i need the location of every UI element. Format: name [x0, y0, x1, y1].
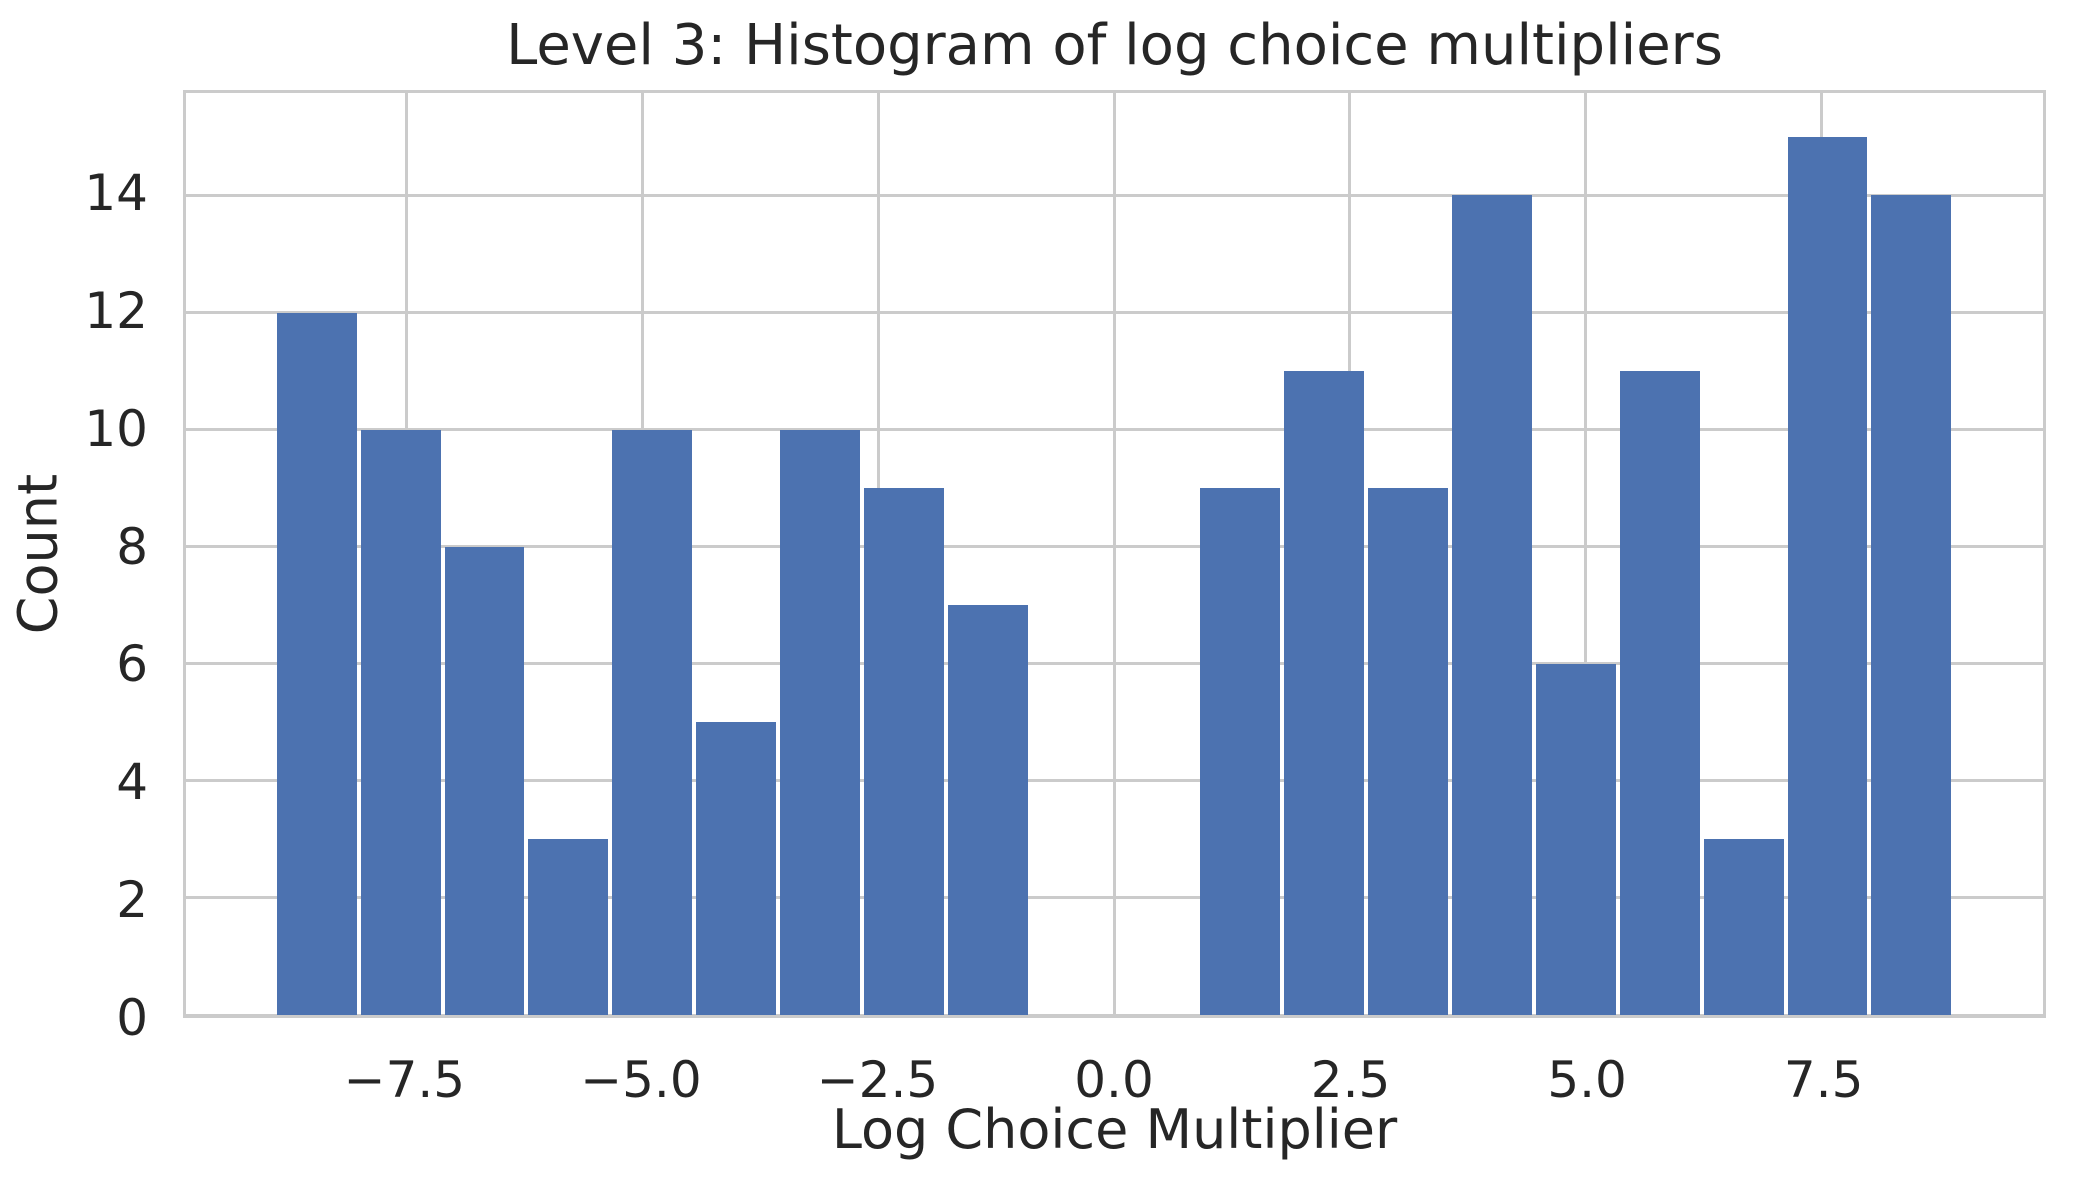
y-tick-label: 14	[84, 164, 148, 223]
x-axis-label: Log Choice Multiplier	[831, 1098, 1398, 1161]
histogram-bar	[528, 839, 609, 1015]
histogram-bar	[696, 722, 777, 1015]
bars	[186, 93, 2043, 1015]
gridline-vertical	[1584, 93, 1588, 1015]
histogram-bar	[360, 429, 441, 1015]
y-tick-label: 4	[116, 753, 148, 812]
y-tick-label: 2	[116, 871, 148, 930]
histogram-bar	[1787, 136, 1868, 1015]
y-tick-label: 10	[84, 399, 148, 458]
x-tick-label: 0.0	[1074, 1051, 1154, 1109]
x-tick-label: −7.5	[343, 1051, 466, 1109]
histogram-bar	[1199, 488, 1280, 1015]
histogram-bar	[864, 488, 945, 1015]
histogram-bar	[612, 429, 693, 1015]
x-tick-label: 2.5	[1310, 1051, 1391, 1109]
x-tick-label: −2.5	[816, 1051, 939, 1109]
histogram-bar	[1703, 839, 1784, 1015]
histogram-bar	[1871, 195, 1952, 1015]
histogram-bar	[1451, 195, 1532, 1015]
histogram-bar	[1535, 663, 1616, 1015]
gridline-horizontal	[186, 1013, 2043, 1017]
histogram-bar	[1367, 488, 1448, 1015]
histogram-bar	[780, 429, 861, 1015]
gridline-vertical	[1112, 93, 1116, 1015]
y-tick-label: 6	[116, 635, 148, 694]
chart-title: Level 3: Histogram of log choice multipl…	[506, 13, 1723, 78]
y-tick-label: 12	[84, 281, 148, 340]
x-tick-label: −5.0	[580, 1051, 702, 1109]
histogram-bar	[1283, 371, 1364, 1015]
x-tick-label: 5.0	[1547, 1051, 1627, 1109]
histogram-bar	[948, 605, 1029, 1015]
plot-area	[183, 90, 2046, 1018]
histogram-bar	[444, 546, 525, 1015]
y-axis-ticks: 0 2 4 6 8 10 12 14	[0, 90, 148, 1043]
histogram-bar	[276, 312, 357, 1015]
x-tick-label: 7.5	[1783, 1051, 1864, 1109]
x-axis-ticks: −7.5 −5.0 −2.5 0.0 2.5 5.0 7.5	[183, 1051, 2046, 1116]
y-tick-label: 8	[116, 517, 148, 576]
histogram-bar	[1619, 371, 1700, 1015]
y-tick-label: 0	[116, 989, 148, 1047]
